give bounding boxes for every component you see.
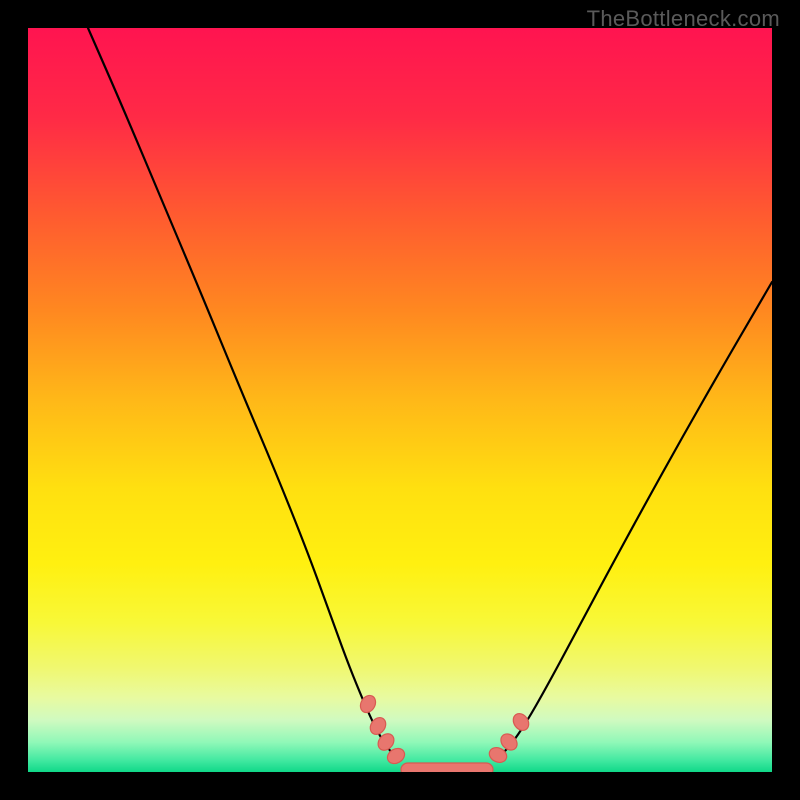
- marker-bottom-bar: [401, 763, 493, 772]
- chart-svg: [28, 28, 772, 772]
- bottleneck-chart: [28, 28, 772, 772]
- gradient-background: [28, 28, 772, 772]
- watermark-text: TheBottleneck.com: [587, 6, 780, 32]
